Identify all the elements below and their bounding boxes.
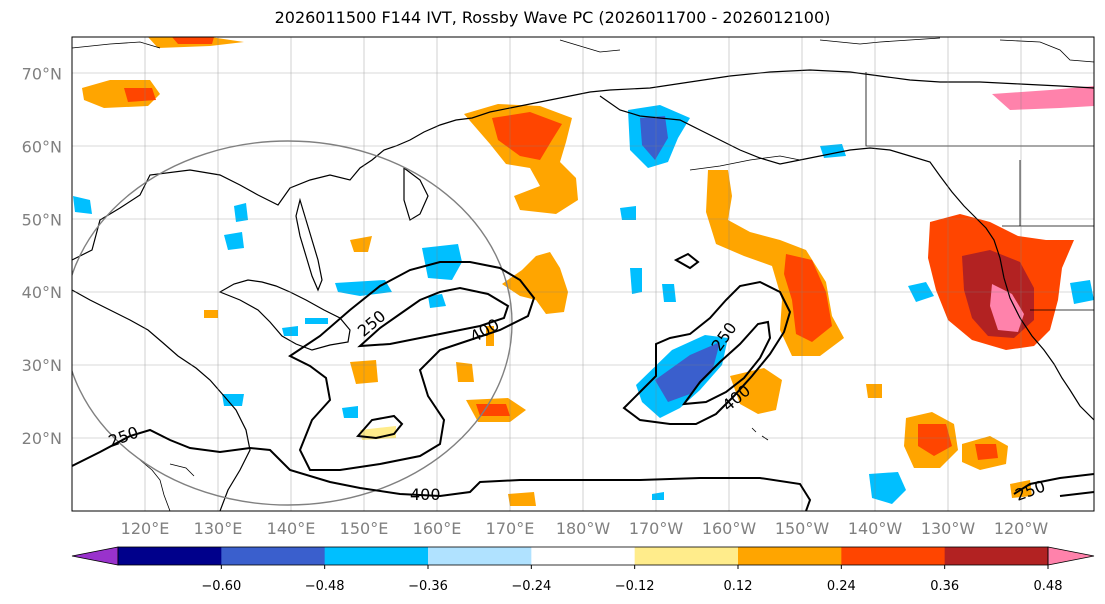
colorbar-tick-label: −0.48 bbox=[305, 579, 345, 594]
positive-anomaly-shading bbox=[82, 37, 1094, 506]
colorbar-segment bbox=[531, 547, 636, 565]
longitude-labels: 120°E 130°E 140°E 150°E 160°E 170°E 180°W 170°W… bbox=[121, 519, 1049, 538]
longitude-label: 140°W bbox=[848, 519, 903, 538]
longitude-label: 170°E bbox=[486, 519, 535, 538]
latitude-labels: 70°N 60°N 50°N 40°N 30°N 20°N bbox=[22, 64, 62, 448]
colorbar-segment bbox=[738, 547, 842, 565]
longitude-label: 150°E bbox=[340, 519, 389, 538]
colorbar-tick-label: 0.48 bbox=[1034, 579, 1063, 594]
colorbar-tick-label: −0.12 bbox=[615, 579, 655, 594]
longitude-label: 170°W bbox=[629, 519, 684, 538]
colorbar: −0.60 −0.48 −0.36 −0.24 −0.12 0.12 0.24 0.36 0.4… bbox=[71, 546, 1095, 594]
colorbar-segment bbox=[944, 547, 1049, 565]
reference-circle bbox=[72, 140, 513, 506]
map-frame bbox=[71, 36, 1095, 512]
colorbar-segment bbox=[221, 547, 326, 565]
ivt-contours bbox=[72, 252, 1094, 511]
colorbar-frame bbox=[117, 546, 1049, 566]
latitude-label: 30°N bbox=[22, 356, 62, 375]
longitude-label: 180°W bbox=[556, 519, 611, 538]
colorbar-tick-label: 0.12 bbox=[724, 579, 753, 594]
colorbar-segment bbox=[634, 547, 739, 565]
gridlines bbox=[72, 37, 1094, 511]
longitude-label: 160°E bbox=[413, 519, 462, 538]
contour-label: 250 bbox=[106, 423, 141, 451]
colorbar-tick-label: 0.24 bbox=[827, 579, 856, 594]
colorbar-segment bbox=[118, 547, 222, 565]
longitude-label: 130°E bbox=[194, 519, 243, 538]
contour-label: 250 bbox=[1013, 476, 1048, 504]
longitude-label: 120°E bbox=[121, 519, 170, 538]
colorbar-tick-label: −0.36 bbox=[408, 579, 448, 594]
latitude-label: 70°N bbox=[22, 64, 62, 83]
colorbar-tick-label: −0.24 bbox=[511, 579, 551, 594]
contour-labels: 250 400 250 400 250 250 400 bbox=[106, 306, 1048, 504]
colorbar-tick-label: −0.60 bbox=[201, 579, 241, 594]
colorbar-extend-high bbox=[1047, 546, 1095, 566]
contour-label: 400 bbox=[410, 485, 441, 504]
map-content: 250 400 250 400 250 250 400 bbox=[72, 37, 1094, 511]
longitude-label: 140°E bbox=[267, 519, 316, 538]
colorbar-segment bbox=[841, 547, 946, 565]
contour-label: 250 bbox=[354, 306, 390, 340]
map-title: 2026011500 F144 IVT, Rossby Wave PC (202… bbox=[274, 8, 831, 27]
latitude-label: 60°N bbox=[22, 137, 62, 156]
longitude-label: 130°W bbox=[921, 519, 976, 538]
latitude-label: 50°N bbox=[22, 210, 62, 229]
colorbar-segment bbox=[324, 547, 429, 565]
latitude-label: 20°N bbox=[22, 429, 62, 448]
longitude-label: 120°W bbox=[994, 519, 1049, 538]
colorbar-segment bbox=[428, 547, 532, 565]
longitude-label: 160°W bbox=[702, 519, 757, 538]
longitude-label: 150°W bbox=[775, 519, 830, 538]
colorbar-tick-label: 0.36 bbox=[930, 579, 959, 594]
latitude-label: 40°N bbox=[22, 283, 62, 302]
colorbar-extend-low bbox=[71, 546, 119, 566]
